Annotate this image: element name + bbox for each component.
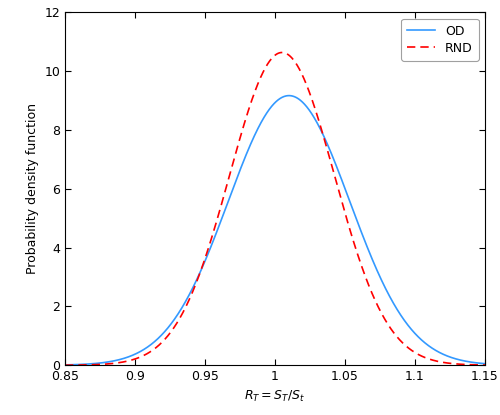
- OD: [286, 93, 292, 98]
- RND: [279, 50, 285, 55]
- OD: [470, 360, 476, 365]
- OD: [482, 361, 488, 366]
- OD: [84, 361, 89, 366]
- OD: [393, 305, 399, 310]
- RND: [393, 333, 399, 338]
- OD: [266, 107, 272, 112]
- RND: [84, 362, 89, 367]
- Line: RND: RND: [65, 52, 485, 365]
- RND: [266, 59, 272, 64]
- RND: [255, 81, 261, 86]
- Line: OD: OD: [65, 95, 485, 365]
- X-axis label: $R_T=S_T/S_t$: $R_T=S_T/S_t$: [244, 388, 306, 404]
- RND: [482, 363, 488, 368]
- OD: [255, 126, 261, 131]
- RND: [470, 362, 476, 367]
- RND: [62, 363, 68, 368]
- RND: [470, 362, 476, 367]
- Y-axis label: Probability density function: Probability density function: [26, 103, 38, 274]
- OD: [62, 362, 68, 367]
- Legend: OD, RND: OD, RND: [401, 19, 479, 61]
- OD: [470, 360, 476, 365]
